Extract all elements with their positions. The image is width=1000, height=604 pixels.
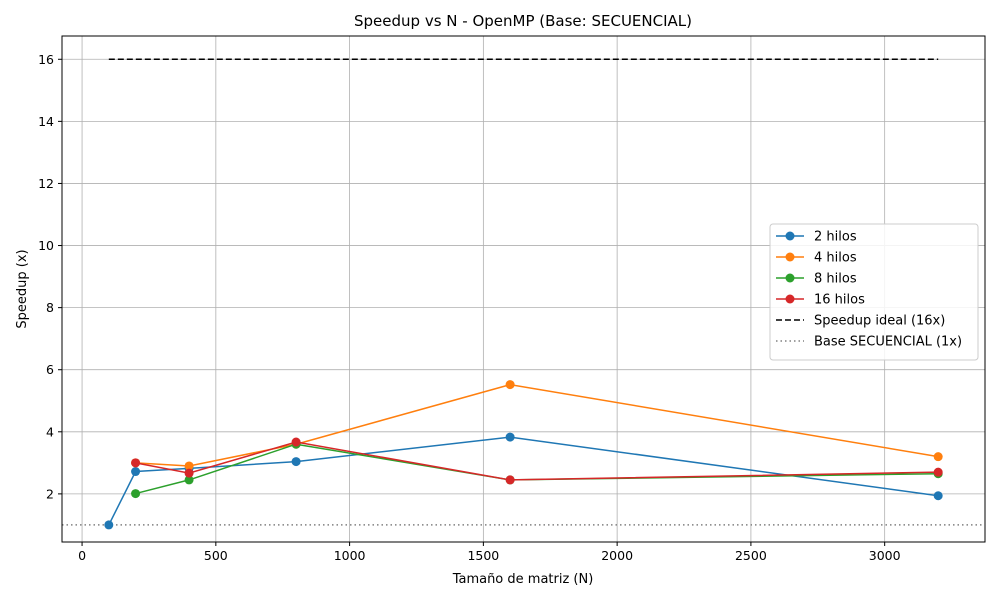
x-tick-label: 1500 [467,548,499,563]
legend-label: 2 hilos [814,230,857,245]
y-tick-label: 12 [38,176,54,191]
series-point-4 [933,467,943,477]
legend-label: 4 hilos [814,251,857,266]
y-tick-label: 16 [38,52,54,67]
series-point-4 [131,458,141,468]
legend-swatch-marker [785,273,795,283]
legend-swatch-marker [785,294,795,304]
y-tick-label: 6 [46,362,54,377]
legend-label: Base SECUENCIAL (1x) [814,335,962,350]
series-point-3 [131,489,141,499]
series-point-4 [184,468,194,478]
series-point-1 [505,432,515,442]
legend-label: Speedup ideal (16x) [814,314,945,329]
series-point-1 [933,491,943,501]
series-line-1 [108,436,939,526]
series-point-2 [505,380,515,390]
series-point-2 [184,461,194,471]
series-point-1 [131,467,141,477]
axes-frame [61,35,986,543]
legend-swatch-marker [785,231,795,241]
chart-title: Speedup vs N - OpenMP (Base: SECUENCIAL) [354,12,692,30]
x-tick-label: 2500 [735,548,767,563]
series-point-2 [933,452,943,462]
series-point-4 [291,437,301,447]
x-tick-label: 1000 [334,548,366,563]
y-tick-label: 8 [46,300,54,315]
legend: 2 hilos 4 hilos 8 hilos 16 hilos Speedup ide… [769,223,979,361]
legend-label: 8 hilos [814,272,857,287]
y-axis-label: Speedup (x) [15,249,30,328]
legend-label: 16 hilos [814,293,865,308]
y-tick-label: 4 [46,424,54,439]
series-point-1 [291,457,301,467]
x-tick-label: 500 [204,548,228,563]
plot-area: 0 500 1000 1500 2000 2500 3000 2 4 6 8 10 12 14 16 [38,35,986,563]
y-tick-label: 2 [46,486,54,501]
series-line-4 [135,441,939,481]
legend-box [769,223,979,361]
series-point-4 [505,475,515,485]
y-tick-label: 10 [38,238,54,253]
x-tick-label: 0 [78,548,86,563]
x-tick-label: 2000 [601,548,633,563]
series-point-3 [184,475,194,485]
x-axis-label: Tamaño de matriz (N) [452,572,594,587]
x-tick-label: 3000 [869,548,901,563]
series-point-1 [104,520,114,530]
legend-swatch-marker [785,252,795,262]
y-tick-label: 14 [38,114,54,129]
